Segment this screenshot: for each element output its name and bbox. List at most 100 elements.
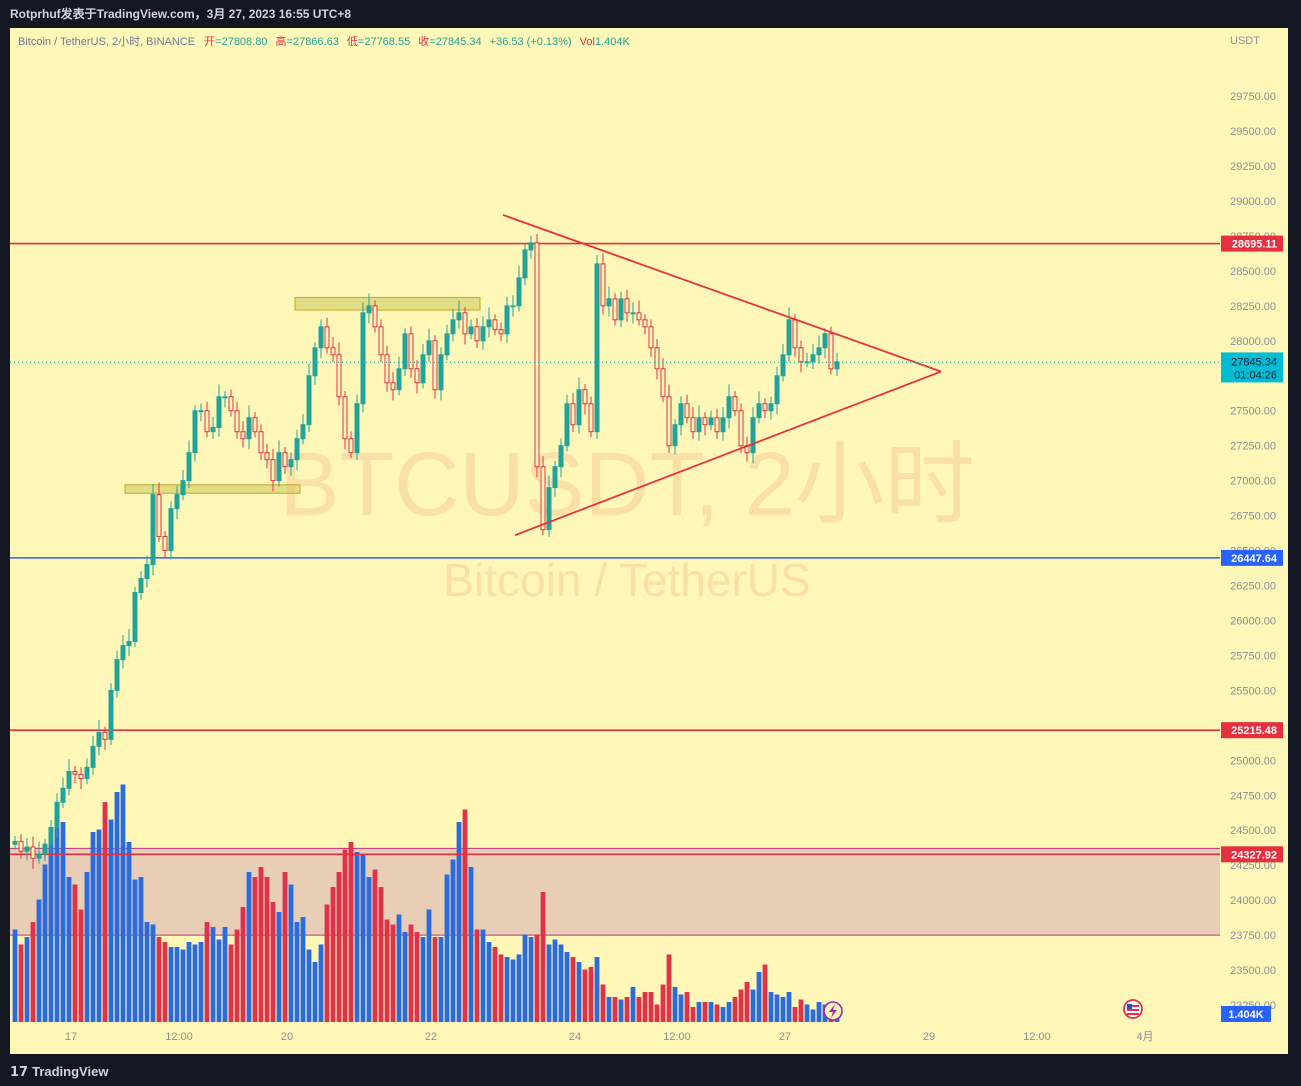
candle-body: [270, 459, 276, 482]
candle: [348, 431, 354, 459]
candle-body: [666, 396, 672, 447]
legend-close: =27845.34: [429, 36, 481, 48]
volume-bar: [120, 784, 126, 1022]
candle: [738, 403, 744, 453]
candle: [246, 405, 252, 450]
candle: [372, 300, 378, 333]
candle: [174, 485, 180, 520]
volume-bar: [294, 922, 300, 1022]
candle-body: [624, 298, 630, 314]
horizontal-levels[interactable]: [10, 242, 1220, 856]
price-tick-label: 24250.00: [1230, 860, 1276, 872]
candle: [96, 720, 102, 756]
volume-bar: [66, 877, 72, 1022]
candle-body: [498, 329, 504, 335]
volume-bar: [300, 917, 306, 1022]
candle-body: [492, 319, 498, 331]
candle-body: [282, 452, 288, 468]
candle: [552, 461, 558, 497]
candle: [690, 407, 696, 439]
volume-bar: [660, 984, 666, 1022]
candle-body: [786, 319, 792, 356]
volume-bar: [360, 854, 366, 1022]
volume-bar: [126, 842, 132, 1022]
price-tick-label: 28000.00: [1230, 336, 1276, 348]
chart-canvas[interactable]: BTCUSDT, 2小时 Bitcoin / TetherUS Bitcoin …: [10, 28, 1288, 1054]
volume-bar: [504, 957, 510, 1022]
us-flag-event-icon[interactable]: [1123, 999, 1143, 1019]
candle-body: [456, 312, 462, 321]
candle: [420, 344, 426, 389]
volume-bar: [84, 872, 90, 1022]
rectangle-drawings[interactable]: [124, 296, 481, 494]
time-tick-label: 4月: [1136, 1031, 1153, 1043]
candle: [714, 408, 720, 439]
candle: [636, 300, 642, 326]
candle-body: [108, 689, 114, 740]
volume-badge-label: 1.404K: [1228, 1009, 1264, 1021]
candle-body: [816, 347, 822, 356]
price-tick-label: 24500.00: [1230, 825, 1276, 837]
candle: [702, 412, 708, 436]
volume-bar: [480, 929, 486, 1022]
candle-body: [468, 326, 474, 335]
candle-body: [414, 368, 420, 384]
candle-body: [654, 347, 660, 370]
price-tick-label: 24000.00: [1230, 895, 1276, 907]
candle: [558, 438, 564, 478]
volume-bar: [816, 1002, 822, 1022]
candle-body: [156, 494, 162, 538]
candle-body: [42, 843, 48, 855]
candle-body: [738, 410, 744, 447]
volume-bar: [372, 869, 378, 1022]
chart-frame[interactable]: BTCUSDT, 2小时 Bitcoin / TetherUS Bitcoin …: [10, 28, 1288, 1054]
volume-bar: [414, 932, 420, 1022]
candle: [396, 356, 402, 396]
candle: [48, 820, 54, 854]
volume-bar: [420, 937, 426, 1022]
candle-body: [720, 417, 726, 433]
candle-body: [558, 445, 564, 468]
candle: [378, 319, 384, 363]
volume-badge: [1221, 1006, 1271, 1022]
volume-bar: [768, 992, 774, 1022]
candle: [456, 300, 462, 329]
candle: [510, 295, 516, 317]
legend-change: +36.53 (+0.13%): [490, 36, 572, 48]
tradingview-logo[interactable]: 𝟭𝟳 TradingView: [10, 1061, 108, 1084]
volume-bar: [564, 952, 570, 1022]
candle: [288, 452, 294, 476]
volume-bar: [96, 829, 102, 1022]
candle-body: [78, 773, 84, 779]
volume-bar: [702, 1002, 708, 1022]
triangle-pattern[interactable]: [502, 214, 942, 537]
candle-body: [360, 312, 366, 405]
candle-body: [678, 403, 684, 426]
volume-bar: [468, 867, 474, 1022]
candle-body: [810, 354, 816, 363]
price-tick-label: 25500.00: [1230, 685, 1276, 697]
price-axis[interactable]: USDT 29750.0029500.0029250.0029000.00287…: [1220, 28, 1288, 1054]
candle: [198, 403, 204, 422]
replay-lightning-icon[interactable]: [823, 1001, 843, 1021]
tradingview-logo-icon: 𝟭𝟳: [10, 1065, 29, 1080]
watermark: BTCUSDT, 2小时 Bitcoin / TetherUS: [279, 435, 974, 606]
candle-body: [234, 410, 240, 433]
level-price-badge-label: 26447.64: [1231, 553, 1278, 565]
candle-body: [342, 396, 348, 440]
price-tick-label: 26750.00: [1230, 511, 1276, 523]
candle-body: [12, 840, 18, 845]
volume-bar: [744, 982, 750, 1022]
price-tick-label: 29250.00: [1230, 161, 1276, 173]
publisher-line: Rotprhuf发表于TradingView.com，3月 27, 2023 1…: [10, 7, 352, 21]
candle: [576, 377, 582, 434]
price-tick-label: 24750.00: [1230, 790, 1276, 802]
time-axis[interactable]: 17 12:00 20 22 24 12:00 27 29 12:00 4月: [10, 1022, 1220, 1054]
price-tick-label: 27250.00: [1230, 441, 1276, 453]
candle: [696, 405, 702, 441]
candle: [798, 340, 804, 373]
volume-bar: [618, 999, 624, 1022]
candle: [582, 384, 588, 415]
candle-body: [36, 853, 42, 859]
candle: [642, 314, 648, 335]
